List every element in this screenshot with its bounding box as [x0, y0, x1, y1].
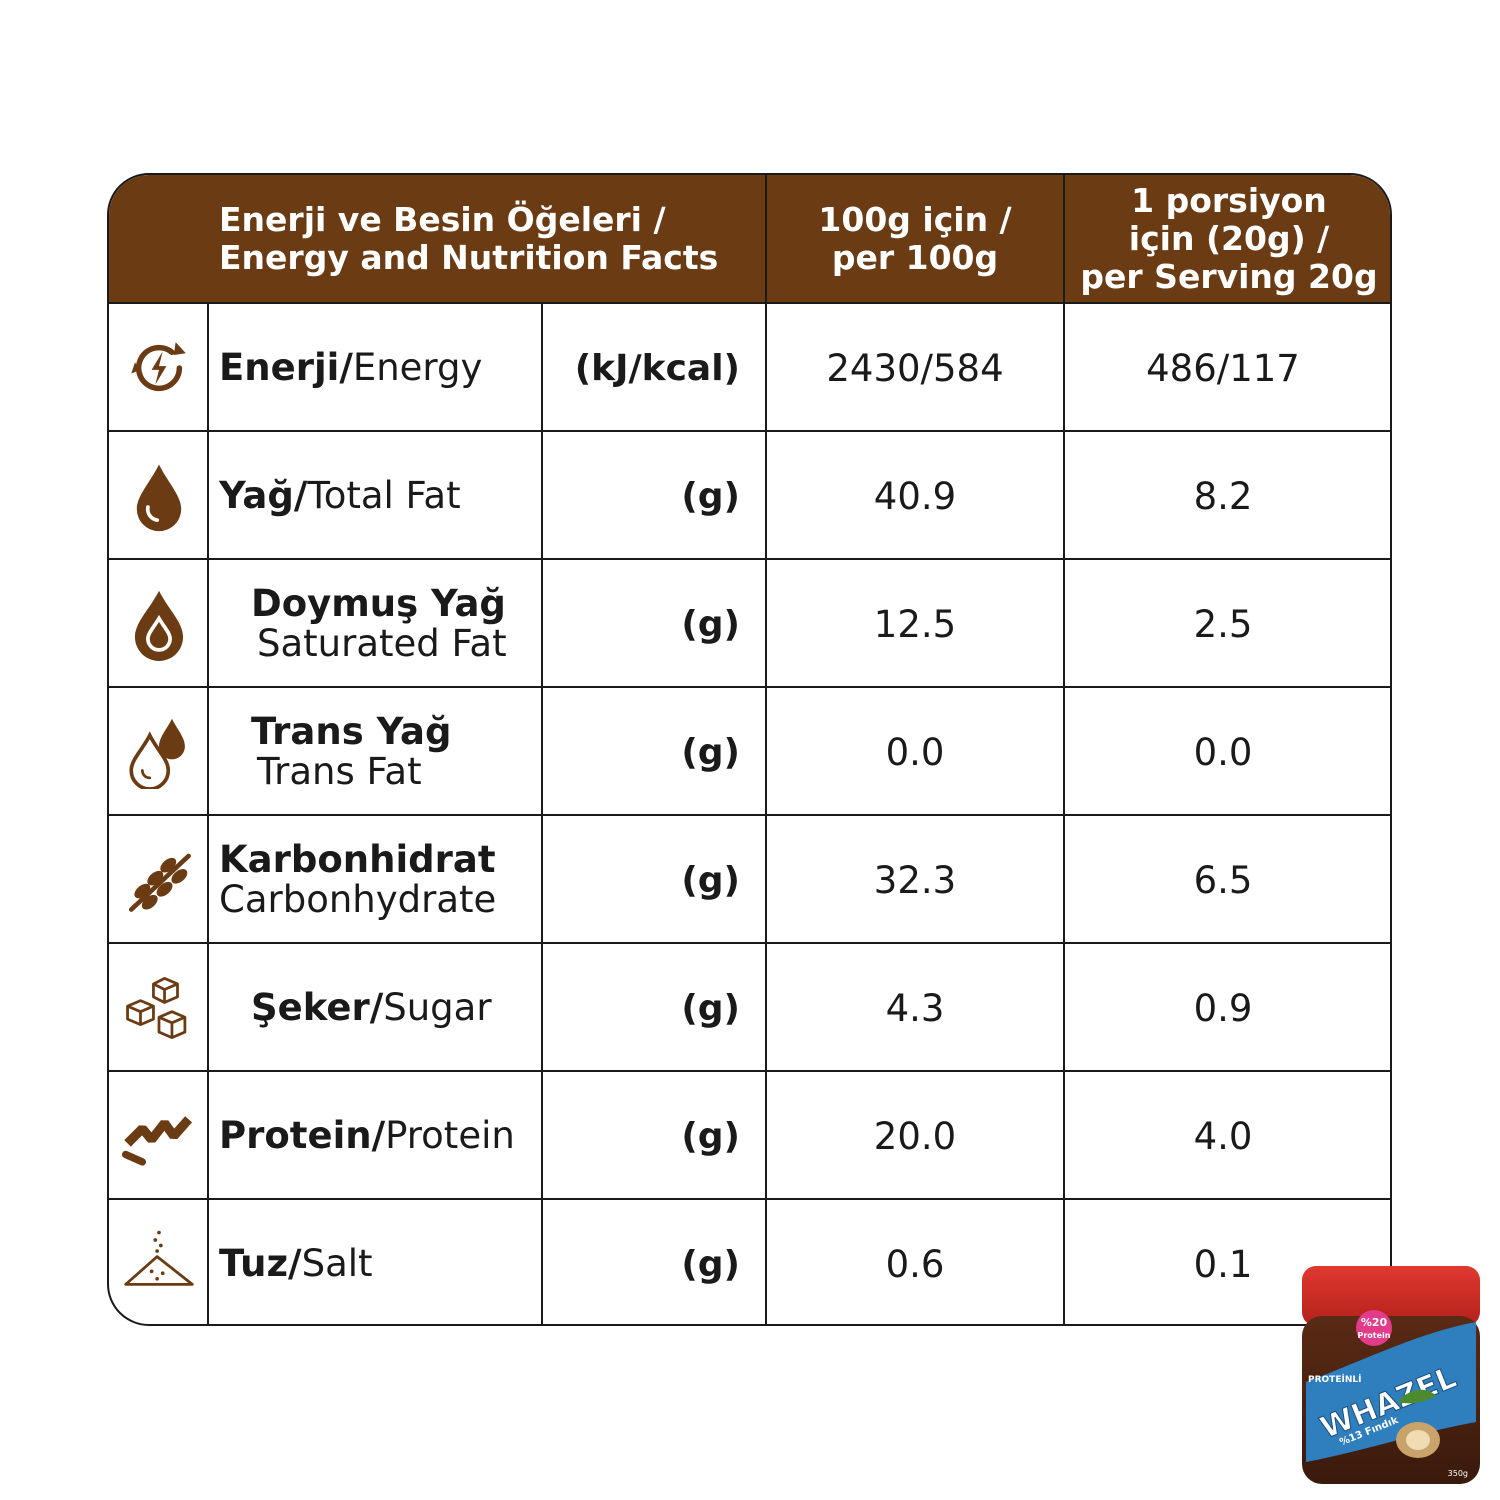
protein-badge: [1356, 1310, 1392, 1346]
header-per-100g-line2: per 100g: [831, 238, 999, 277]
nutrient-name-en: Salt: [301, 1242, 373, 1285]
nutrient-name: Trans Yağ Trans Fat: [251, 688, 571, 816]
nutrition-facts-table: Enerji ve Besin Öğeleri / Energy and Nut…: [107, 173, 1392, 1326]
nutrient-name-tr: Tuz/: [219, 1242, 302, 1285]
header-nutrients-line2: Energy and Nutrition Facts: [219, 238, 719, 277]
nutrient-name: Enerji/Energy: [219, 304, 539, 432]
protein-helix-icon: [109, 1072, 208, 1200]
nutrient-unit: (kJ/kcal): [574, 347, 740, 389]
product-weight: 350g: [1448, 1469, 1468, 1478]
table-row-carbohydrate: Karbonhidrat Carbonhydrate (g) 32.3 6.5: [109, 816, 1390, 944]
value-per-100g: 0.0: [885, 730, 945, 774]
nutrient-name-tr: Yağ/: [219, 474, 308, 517]
row-divider: [109, 686, 1390, 688]
row-divider: [109, 942, 1390, 944]
nutrient-name-en: Total Fat: [307, 474, 461, 517]
nutrient-name-tr: Şeker/: [251, 986, 384, 1029]
nutrient-name-tr: Enerji/: [219, 346, 353, 389]
header-per-serving-line3: per Serving 20g: [1080, 257, 1378, 296]
sugar-cubes-icon: [109, 944, 208, 1072]
nutrient-unit: (g): [681, 475, 740, 517]
value-per-serving: 8.2: [1193, 474, 1253, 518]
value-per-serving: 0.9: [1193, 986, 1253, 1030]
nutrient-name-tr: Doymuş Yağ: [251, 582, 506, 625]
nutrient-name: Yağ/Total Fat: [219, 432, 539, 560]
nutrient-name-tr: Protein/: [219, 1114, 386, 1157]
value-per-100g: 20.0: [873, 1114, 957, 1158]
value-per-serving: 4.0: [1193, 1114, 1253, 1158]
nutrient-name: Doymuş Yağ Saturated Fat: [251, 560, 571, 688]
nutrient-name-en: Carbonhydrate: [219, 878, 497, 921]
trans-fat-icon: [109, 688, 208, 816]
jar-lid: [1302, 1266, 1480, 1326]
table-row-total-fat: Yağ/Total Fat (g) 40.9 8.2: [109, 432, 1390, 560]
value-per-serving: 2.5: [1193, 602, 1253, 646]
nutrient-unit: (g): [681, 1115, 740, 1157]
header-per-100g-line1: 100g için /: [818, 200, 1012, 239]
nutrient-unit: (g): [681, 603, 740, 645]
protein-badge-label: Protein: [1358, 1331, 1391, 1340]
leaf-image: [1398, 1389, 1436, 1404]
header-per-serving-line1: 1 porsiyon: [1131, 181, 1327, 220]
value-per-100g: 12.5: [873, 602, 957, 646]
protein-badge-percent: %20: [1361, 1316, 1388, 1329]
column-divider: [207, 303, 209, 1324]
header-per-serving: 1 porsiyon için (20g) / per Serving 20g: [1064, 175, 1390, 303]
product-side-text: PROTEİNLİ: [1308, 1374, 1361, 1385]
value-per-serving: 0.0: [1193, 730, 1253, 774]
nutrient-name: Şeker/Sugar: [251, 944, 571, 1072]
row-divider: [109, 1070, 1390, 1072]
nutrient-name: Protein/Protein: [219, 1072, 539, 1200]
nutrient-unit: (g): [681, 1243, 740, 1285]
nutrient-name-en: Sugar: [383, 986, 492, 1029]
nutrient-name-en: Saturated Fat: [257, 622, 507, 665]
nutrient-name-tr: Trans Yağ: [251, 710, 452, 753]
column-divider: [541, 303, 543, 1324]
nutrient-name: Karbonhidrat Carbonhydrate: [219, 816, 539, 944]
fat-drop-icon: [109, 432, 208, 560]
nutrient-name-en: Trans Fat: [257, 750, 422, 793]
nutrient-unit: (g): [681, 859, 740, 901]
nutrient-name: Tuz/Salt: [219, 1200, 539, 1324]
row-divider: [109, 814, 1390, 816]
salt-pile-icon: [109, 1200, 208, 1324]
column-divider: [765, 175, 767, 1324]
value-per-100g: 40.9: [873, 474, 957, 518]
nutrient-name-en: Energy: [352, 346, 483, 389]
row-divider: [109, 558, 1390, 560]
nutrient-name-tr: Karbonhidrat: [219, 838, 496, 881]
nutrient-unit: (g): [681, 987, 740, 1029]
jar-band: [1306, 1322, 1476, 1462]
table-row-trans-fat: Trans Yağ Trans Fat (g) 0.0 0.0: [109, 688, 1390, 816]
header-nutrients-line1: Enerji ve Besin Öğeleri /: [219, 200, 666, 239]
value-per-100g: 32.3: [873, 858, 957, 902]
value-per-100g: 2430/584: [826, 346, 1004, 390]
value-per-serving: 486/117: [1146, 346, 1300, 390]
value-per-serving: 0.1: [1193, 1242, 1253, 1286]
row-divider: [109, 1198, 1390, 1200]
value-per-100g: 4.3: [885, 986, 945, 1030]
nutrient-unit: (g): [681, 731, 740, 773]
saturated-fat-icon: [109, 560, 208, 688]
table-row-salt: Tuz/Salt (g) 0.6 0.1: [109, 1200, 1390, 1324]
wheat-icon: [109, 816, 208, 944]
header-per-100g: 100g için / per 100g: [766, 175, 1064, 303]
row-divider: [109, 302, 1390, 304]
column-divider: [1063, 175, 1065, 1324]
row-divider: [109, 430, 1390, 432]
nutrient-name-en: Protein: [385, 1114, 515, 1157]
table-row-sugar: Şeker/Sugar (g) 4.3 0.9: [109, 944, 1390, 1072]
energy-icon: [109, 304, 208, 432]
value-per-serving: 6.5: [1193, 858, 1253, 902]
product-jar-image: %20 Protein PROTEİNLİ WHAZEL %13 Fındık …: [1302, 1266, 1480, 1484]
table-row-energy: Enerji/Energy (kJ/kcal) 2430/584 486/117: [109, 304, 1390, 432]
table-row-saturated-fat: Doymuş Yağ Saturated Fat (g) 12.5 2.5: [109, 560, 1390, 688]
header-nutrients: Enerji ve Besin Öğeleri / Energy and Nut…: [109, 175, 766, 303]
table-header: Enerji ve Besin Öğeleri / Energy and Nut…: [109, 175, 1390, 303]
table-row-protein: Protein/Protein (g) 20.0 4.0: [109, 1072, 1390, 1200]
header-per-serving-line2: için (20g) /: [1128, 219, 1330, 258]
value-per-100g: 0.6: [885, 1242, 945, 1286]
